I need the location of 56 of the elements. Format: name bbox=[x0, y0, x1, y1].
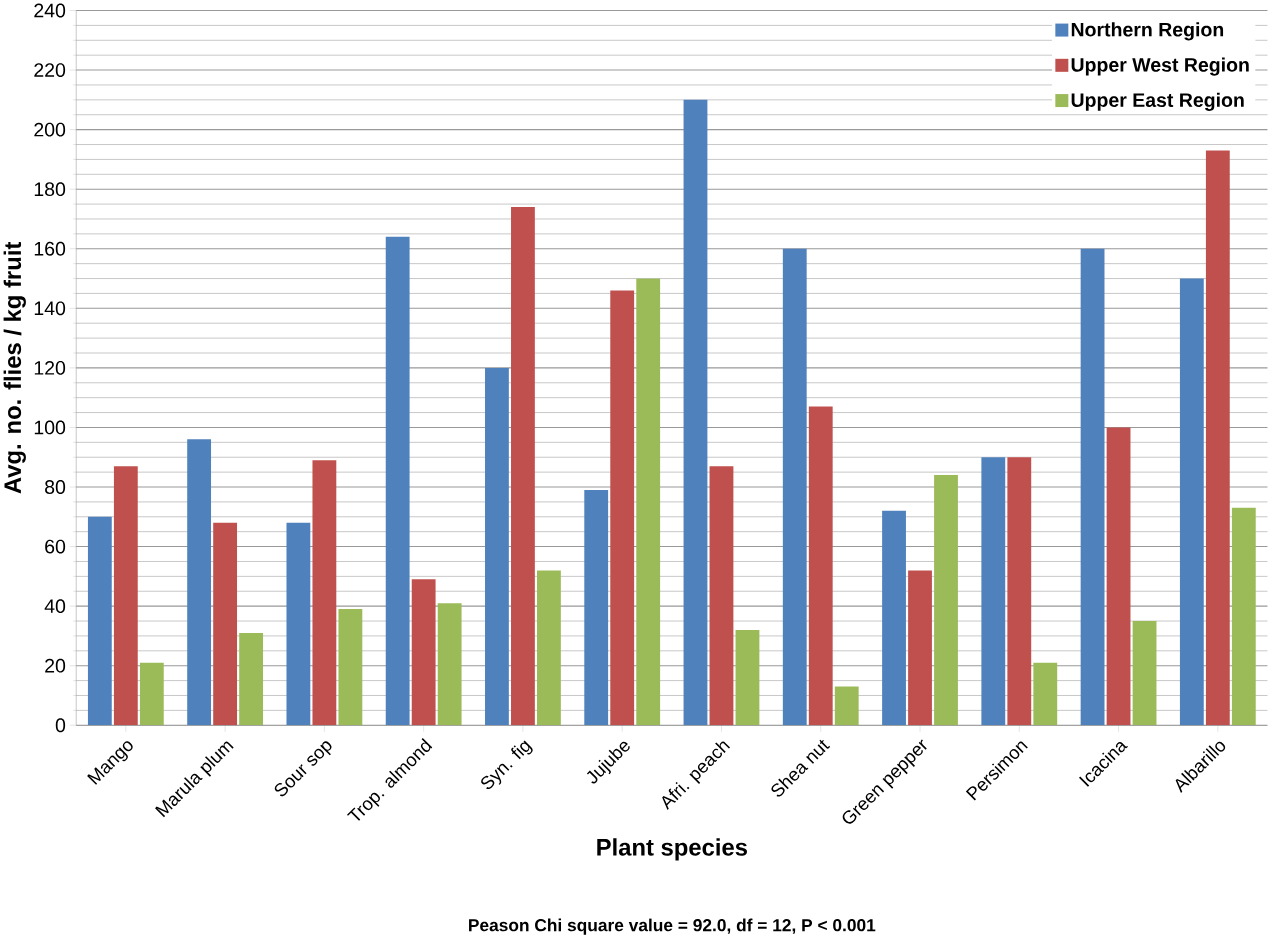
bar bbox=[213, 522, 238, 726]
bar bbox=[735, 629, 760, 726]
y-tick-label: 0 bbox=[55, 718, 66, 732]
bar bbox=[782, 248, 807, 726]
bar bbox=[1106, 427, 1131, 726]
y-tick-label: 60 bbox=[45, 539, 66, 554]
bar bbox=[113, 465, 138, 726]
bar bbox=[511, 206, 535, 726]
text: Peason Chi square value = 92.0, df = 12, P < 0.001 bbox=[469, 918, 876, 935]
y-axis-title: Avg. no. flies / kg fruit bbox=[3, 241, 26, 494]
bar bbox=[286, 522, 311, 726]
bar bbox=[1007, 457, 1032, 726]
bar bbox=[1231, 507, 1256, 726]
legend-label: Northern Region bbox=[1071, 22, 1224, 41]
bar bbox=[636, 278, 661, 726]
bar bbox=[808, 406, 833, 726]
legend-label: Upper West Region bbox=[1071, 57, 1249, 76]
bar bbox=[1132, 620, 1157, 726]
bar bbox=[187, 439, 212, 726]
y-tick-label: 160 bbox=[34, 241, 66, 256]
y-tick-label: 180 bbox=[34, 182, 66, 196]
bar bbox=[908, 570, 932, 726]
bar bbox=[934, 474, 958, 726]
bar bbox=[411, 579, 436, 726]
bar bbox=[312, 460, 337, 726]
bar bbox=[1033, 662, 1058, 726]
bar bbox=[1080, 248, 1105, 726]
bar bbox=[683, 99, 708, 726]
bar bbox=[239, 632, 264, 726]
bar bbox=[87, 516, 112, 726]
bar bbox=[385, 236, 410, 726]
bar bbox=[981, 457, 1006, 726]
y-tick-label: 40 bbox=[44, 599, 66, 613]
bar bbox=[584, 489, 609, 726]
bar bbox=[709, 465, 734, 726]
bar bbox=[610, 290, 635, 726]
y-tick-label: 100 bbox=[34, 420, 66, 435]
x-axis-title: Plant species bbox=[597, 838, 747, 861]
y-tick-label: 120 bbox=[34, 360, 66, 375]
y-tick-label: 220 bbox=[34, 62, 66, 77]
bar bbox=[139, 662, 164, 726]
bar bbox=[834, 686, 859, 726]
bar bbox=[1205, 150, 1230, 726]
x-tick-label: Syn. fig bbox=[481, 740, 533, 789]
bar bbox=[537, 570, 561, 726]
bar bbox=[1179, 278, 1204, 726]
y-tick-label: 200 bbox=[34, 122, 66, 137]
bar bbox=[437, 602, 462, 726]
y-tick-label: 240 bbox=[34, 3, 66, 18]
bar bbox=[338, 608, 363, 726]
y-tick-label: 80 bbox=[45, 479, 66, 494]
y-tick-label: 140 bbox=[34, 301, 66, 316]
legend-label: Upper East Region bbox=[1071, 92, 1244, 111]
bar bbox=[882, 510, 906, 726]
y-tick-label: 20 bbox=[45, 658, 66, 673]
bar bbox=[485, 367, 509, 726]
